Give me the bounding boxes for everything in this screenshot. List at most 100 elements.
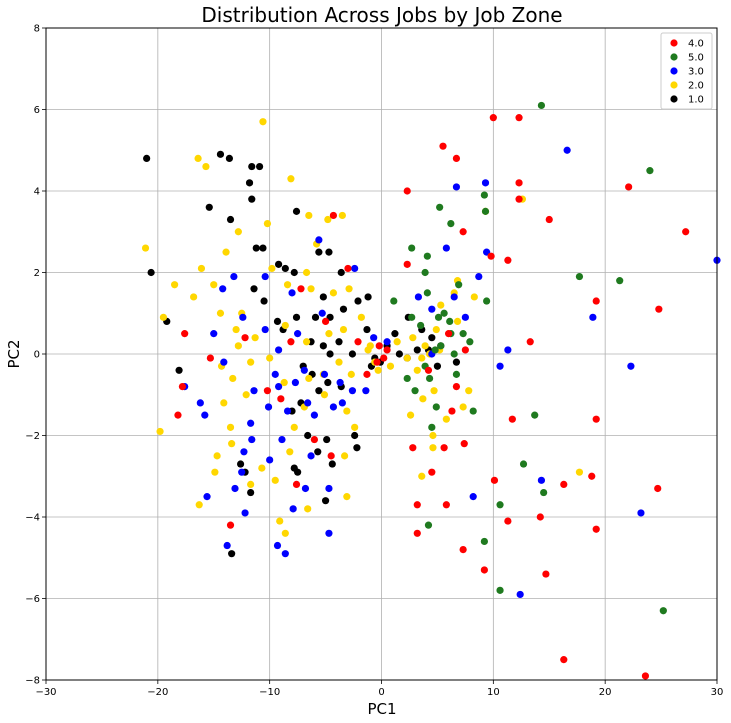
- data-point-2-0: [195, 501, 203, 509]
- data-point-1-0: [228, 550, 236, 558]
- data-point-5-0: [390, 297, 398, 305]
- data-point-4-0: [321, 317, 330, 325]
- data-point-2-0: [409, 334, 417, 342]
- data-point-4-0: [504, 517, 512, 525]
- data-point-2-0: [340, 452, 349, 460]
- data-point-3-0: [201, 411, 209, 419]
- data-point-3-0: [450, 293, 458, 301]
- data-point-2-0: [222, 248, 230, 256]
- data-point-4-0: [440, 444, 448, 452]
- data-point-2-0: [286, 448, 294, 456]
- data-point-4-0: [375, 342, 383, 350]
- data-point-2-0: [465, 387, 473, 395]
- data-point-3-0: [241, 509, 249, 517]
- legend-label: 1.0: [688, 95, 704, 106]
- data-point-3-0: [264, 403, 273, 411]
- legend: 4.0 5.0 3.0 2.0 1.0: [660, 32, 713, 110]
- data-point-2-0: [156, 427, 164, 436]
- data-point-5-0: [455, 281, 463, 289]
- legend-marker: [670, 81, 678, 89]
- data-point-2-0: [432, 325, 440, 334]
- data-point-2-0: [343, 407, 351, 415]
- data-point-5-0: [431, 346, 439, 354]
- data-point-2-0: [325, 330, 333, 338]
- data-point-1-0: [391, 330, 399, 338]
- legend-label: 5.0: [688, 53, 704, 64]
- data-point-1-0: [175, 366, 183, 374]
- data-point-2-0: [418, 354, 426, 362]
- data-point-2-0: [338, 211, 346, 220]
- y-tick-label: 2: [34, 268, 40, 279]
- data-point-2-0: [171, 281, 179, 289]
- data-point-4-0: [489, 114, 497, 122]
- data-point-5-0: [403, 374, 411, 383]
- data-point-2-0: [194, 154, 202, 162]
- data-point-5-0: [437, 342, 445, 350]
- data-point-1-0: [250, 285, 258, 293]
- data-point-3-0: [589, 313, 597, 321]
- data-point-1-0: [225, 154, 234, 162]
- data-point-4-0: [354, 338, 362, 346]
- data-point-4-0: [641, 672, 650, 680]
- data-point-1-0: [395, 350, 403, 358]
- data-point-3-0: [428, 305, 436, 313]
- data-point-4-0: [504, 256, 512, 264]
- data-point-2-0: [430, 387, 438, 395]
- data-points: [141, 101, 721, 680]
- data-point-2-0: [210, 281, 218, 289]
- x-tick-label: −30: [35, 687, 56, 698]
- data-point-3-0: [475, 272, 483, 281]
- data-point-5-0: [483, 297, 491, 305]
- y-tick-label: 0: [34, 350, 40, 361]
- data-point-1-0: [248, 162, 256, 171]
- data-point-3-0: [315, 236, 323, 244]
- data-point-4-0: [545, 215, 553, 224]
- chart-title: Distribution Across Jobs by Job Zone: [201, 3, 562, 27]
- data-point-4-0: [490, 476, 499, 484]
- data-point-4-0: [442, 501, 450, 509]
- legend-label: 3.0: [688, 67, 704, 78]
- data-point-1-0: [363, 325, 371, 334]
- data-point-5-0: [616, 277, 624, 285]
- legend-label: 4.0: [688, 39, 704, 50]
- data-point-1-0: [292, 313, 301, 321]
- x-tick-label: 30: [711, 687, 724, 698]
- data-point-5-0: [537, 101, 546, 110]
- data-point-1-0: [351, 431, 359, 440]
- data-point-1-0: [319, 293, 327, 301]
- data-point-2-0: [374, 366, 382, 374]
- data-point-3-0: [563, 146, 571, 154]
- data-point-3-0: [469, 493, 477, 501]
- data-point-3-0: [281, 550, 289, 558]
- data-point-4-0: [588, 472, 596, 480]
- data-point-4-0: [178, 383, 187, 391]
- data-point-4-0: [329, 211, 338, 220]
- data-point-5-0: [481, 207, 490, 215]
- data-point-4-0: [515, 114, 523, 122]
- legend-marker: [670, 53, 678, 61]
- data-point-3-0: [238, 468, 246, 476]
- data-point-4-0: [592, 415, 600, 423]
- data-point-2-0: [280, 378, 288, 387]
- data-point-1-0: [337, 268, 345, 277]
- data-point-3-0: [310, 411, 318, 419]
- data-point-5-0: [440, 309, 448, 317]
- data-point-5-0: [450, 350, 458, 358]
- data-point-3-0: [247, 419, 255, 427]
- data-point-2-0: [159, 313, 168, 321]
- data-point-2-0: [304, 505, 312, 513]
- data-point-3-0: [275, 346, 283, 354]
- data-point-1-0: [304, 431, 312, 440]
- y-tick-label: −6: [25, 594, 40, 605]
- data-point-3-0: [348, 387, 357, 395]
- data-point-1-0: [314, 448, 322, 456]
- legend-box: [660, 32, 713, 110]
- data-point-3-0: [481, 179, 490, 187]
- data-point-4-0: [439, 142, 447, 150]
- data-point-2-0: [232, 325, 240, 334]
- data-point-1-0: [353, 444, 361, 452]
- data-point-2-0: [329, 289, 338, 297]
- data-point-3-0: [537, 476, 546, 484]
